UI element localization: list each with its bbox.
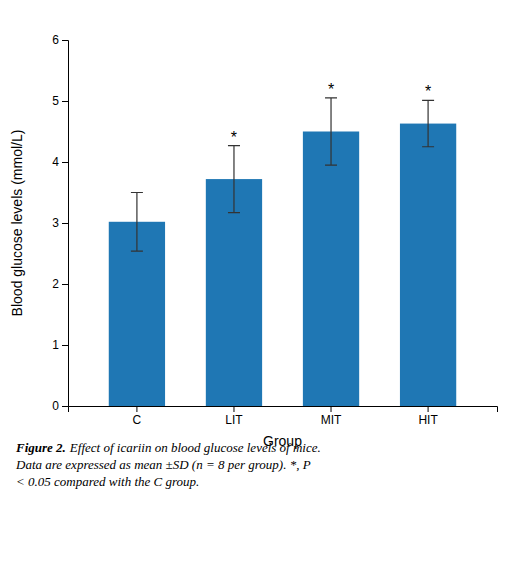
annotations: * * * xyxy=(231,81,431,146)
tick-label: 3 xyxy=(52,216,59,230)
tick-label: HIT xyxy=(418,413,438,427)
tick: MIT xyxy=(321,406,342,427)
y-axis-title: Blood glucose levels (mmol/L) xyxy=(9,130,25,317)
caption-label: Figure 2. xyxy=(15,440,66,455)
annotation: * xyxy=(328,81,334,98)
y-axis: 0 1 2 3 4 5 6 xyxy=(52,33,68,413)
annotation: * xyxy=(425,83,431,100)
marks xyxy=(109,98,456,406)
plot: 0123456CLITMITHITGroupBlood glucose leve… xyxy=(9,33,498,449)
bar xyxy=(400,124,456,406)
bar xyxy=(303,132,359,407)
tick-mark xyxy=(62,284,68,285)
tick-mark xyxy=(136,406,137,412)
tick-mark xyxy=(62,345,68,346)
error-bar xyxy=(131,193,143,252)
tick: LIT xyxy=(225,406,243,427)
tick: C xyxy=(133,406,142,427)
tick: 6 xyxy=(52,33,68,47)
tick-label: 0 xyxy=(52,399,59,413)
error-bar xyxy=(422,100,434,146)
tick-label: 5 xyxy=(52,94,59,108)
caption: Figure 2.Effect of icariin on blood gluc… xyxy=(15,440,321,489)
error-bar xyxy=(228,146,240,213)
tick-label: 1 xyxy=(52,338,59,352)
tick: 3 xyxy=(52,216,68,230)
axis-line xyxy=(62,41,69,407)
tick: HIT xyxy=(418,406,438,427)
axis-line xyxy=(69,407,498,413)
x-axis: C LIT MIT HIT xyxy=(69,406,498,427)
tick-label: MIT xyxy=(321,413,342,427)
tick-mark xyxy=(233,406,234,412)
tick: 5 xyxy=(52,94,68,108)
caption-line: Data are expressed as mean ±SD (n = 8 pe… xyxy=(15,457,311,472)
tick-label: 4 xyxy=(52,155,59,169)
tick: 1 xyxy=(52,338,68,352)
tick-label: LIT xyxy=(225,413,243,427)
chart: 0123456CLITMITHITGroupBlood glucose leve… xyxy=(0,0,521,576)
tick-mark xyxy=(62,406,68,407)
tick-mark xyxy=(331,406,332,412)
tick-mark xyxy=(428,406,429,412)
error-bar xyxy=(325,98,337,165)
tick: 4 xyxy=(52,155,68,169)
tick-mark xyxy=(62,162,68,163)
tick-label: 6 xyxy=(52,33,59,47)
tick-mark xyxy=(62,223,68,224)
tick-label: 2 xyxy=(52,277,59,291)
chart-container: 0123456CLITMITHITGroupBlood glucose leve… xyxy=(0,0,521,576)
tick: 2 xyxy=(52,277,68,291)
tick-label: C xyxy=(133,413,142,427)
tick-mark xyxy=(62,40,68,41)
caption-line: Effect of icariin on blood glucose level… xyxy=(69,440,321,455)
tick-mark xyxy=(62,101,68,102)
annotation: * xyxy=(231,129,237,146)
caption-line: < 0.05 compared with the C group. xyxy=(16,474,199,489)
tick: 0 xyxy=(52,399,68,413)
